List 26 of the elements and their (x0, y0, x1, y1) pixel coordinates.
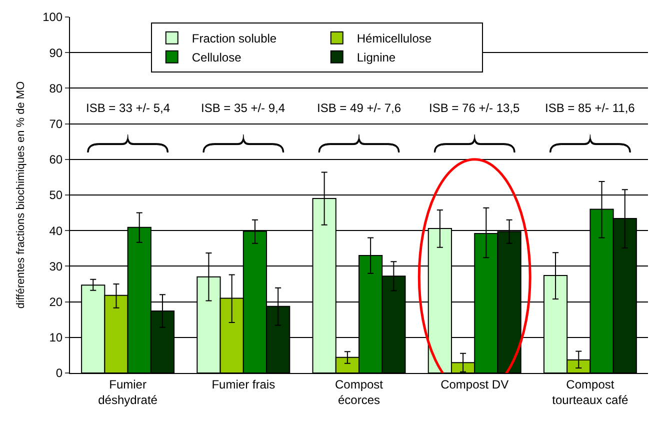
x-tick-label: Compost tourteaux café (552, 377, 629, 407)
x-tick-label: Fumier frais (212, 377, 276, 392)
annotation: ISB = 35 +/- 9,4 (201, 101, 286, 115)
y-tick-label: 40 (49, 224, 63, 238)
y-tick-label: 10 (49, 330, 63, 345)
y-tick-label: 70 (49, 117, 63, 131)
y-tick-label: 60 (49, 152, 63, 167)
annotation: ISB = 85 +/- 11,6 (545, 101, 636, 115)
y-tick-label: 100 (42, 10, 63, 24)
x-tick-label: Compost DV (440, 377, 509, 392)
legend-label: Fraction soluble (192, 32, 277, 46)
y-tick-label: 50 (49, 188, 63, 202)
annotation: ISB = 33 +/- 5,4 (86, 101, 170, 115)
y-axis-title: différentes fractions biochimiques en % de MO (15, 80, 28, 309)
y-tick-label: 80 (49, 81, 63, 96)
annotation: ISB = 76 +/- 13,5 (429, 101, 520, 115)
annotation: ISB = 49 +/- 7,6 (317, 101, 402, 115)
legend-label: Cellulose (192, 50, 242, 65)
x-tick-label: Compost écorces (334, 377, 384, 407)
legend-label: Hémicellulose (356, 32, 432, 46)
y-tick-label: 30 (49, 259, 63, 274)
y-tick-label: 90 (49, 46, 63, 60)
x-tick-label: Fumier déshydraté (98, 377, 158, 407)
y-tick-label: 0 (56, 366, 63, 380)
legend-label: Lignine (356, 50, 396, 65)
y-tick-label: 20 (49, 295, 63, 309)
